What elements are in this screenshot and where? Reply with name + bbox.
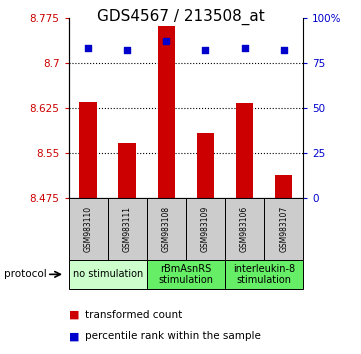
Bar bbox=[118, 143, 136, 198]
Point bbox=[242, 46, 247, 51]
Bar bbox=[264, 198, 303, 260]
Text: no stimulation: no stimulation bbox=[73, 269, 143, 279]
Bar bbox=[225, 260, 303, 289]
Text: rBmAsnRS
stimulation: rBmAsnRS stimulation bbox=[158, 263, 213, 285]
Point bbox=[203, 47, 208, 53]
Text: GSM983106: GSM983106 bbox=[240, 206, 249, 252]
Point bbox=[281, 47, 287, 53]
Text: GSM983109: GSM983109 bbox=[201, 206, 210, 252]
Point bbox=[164, 38, 169, 44]
Bar bbox=[225, 198, 264, 260]
Text: percentile rank within the sample: percentile rank within the sample bbox=[85, 331, 261, 341]
Bar bbox=[236, 103, 253, 198]
Text: ■: ■ bbox=[69, 310, 79, 320]
Text: GSM983107: GSM983107 bbox=[279, 206, 288, 252]
Bar bbox=[108, 198, 147, 260]
Text: GSM983111: GSM983111 bbox=[123, 206, 132, 252]
Bar bbox=[147, 198, 186, 260]
Bar bbox=[79, 102, 97, 198]
Bar bbox=[147, 260, 225, 289]
Text: interleukin-8
stimulation: interleukin-8 stimulation bbox=[233, 263, 295, 285]
Text: GDS4567 / 213508_at: GDS4567 / 213508_at bbox=[97, 9, 264, 25]
Text: GSM983110: GSM983110 bbox=[84, 206, 93, 252]
Text: transformed count: transformed count bbox=[85, 310, 182, 320]
Bar bbox=[69, 198, 108, 260]
Text: GSM983108: GSM983108 bbox=[162, 206, 171, 252]
Bar bbox=[157, 25, 175, 198]
Bar bbox=[197, 133, 214, 198]
Text: protocol: protocol bbox=[4, 269, 46, 279]
Text: ■: ■ bbox=[69, 331, 79, 341]
Point bbox=[124, 47, 130, 53]
Bar bbox=[69, 260, 147, 289]
Point bbox=[85, 46, 91, 51]
Bar bbox=[186, 198, 225, 260]
Bar bbox=[275, 175, 292, 198]
